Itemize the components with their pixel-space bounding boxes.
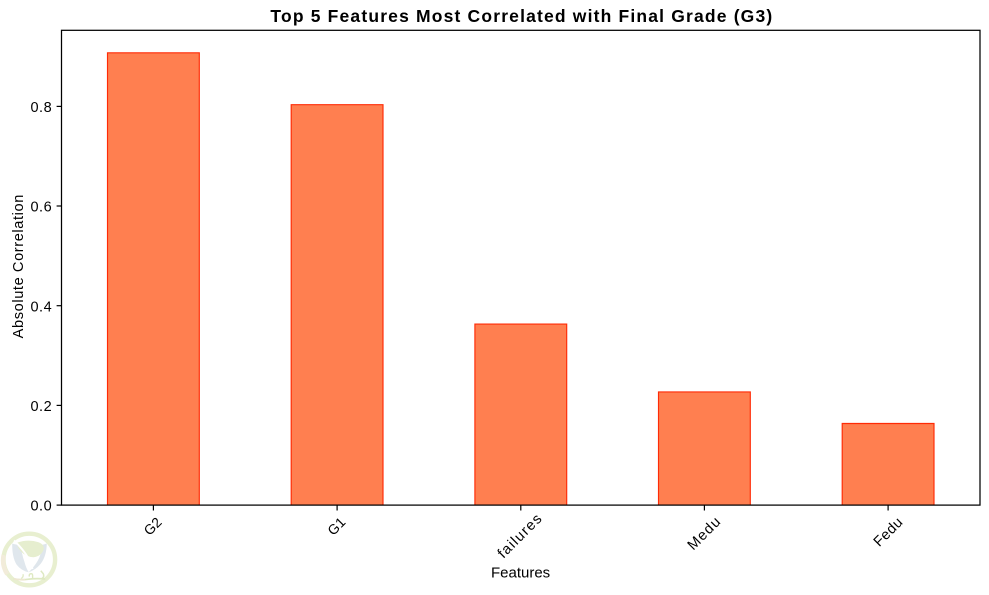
svg-text:0.4: 0.4: [30, 299, 52, 315]
svg-text:Top 5 Features Most Correlated: Top 5 Features Most Correlated with Fina…: [270, 6, 773, 26]
svg-text:Absolute Correlation: Absolute Correlation: [11, 194, 27, 338]
svg-text:Features: Features: [491, 564, 550, 581]
svg-text:0.8: 0.8: [30, 100, 52, 116]
svg-text:0.0: 0.0: [30, 499, 52, 515]
svg-text:0.6: 0.6: [30, 200, 52, 216]
svg-text:0.2: 0.2: [30, 399, 52, 415]
